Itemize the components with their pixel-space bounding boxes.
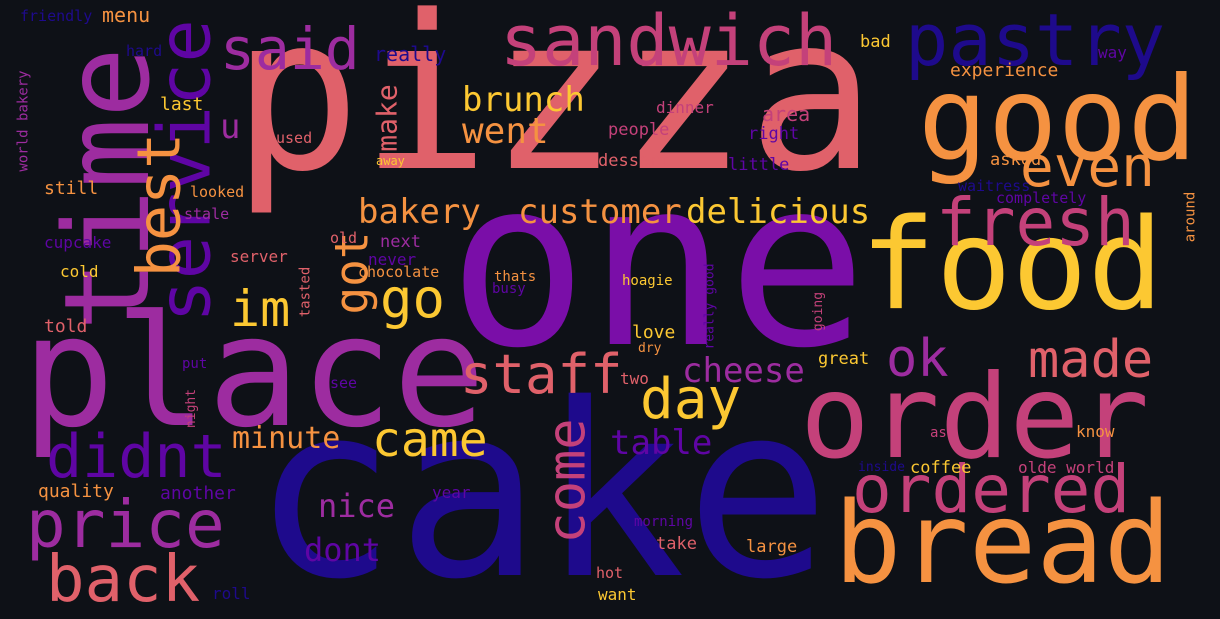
word-another: another	[160, 483, 236, 504]
word-stale: stale	[184, 205, 230, 223]
word-customer: customer	[518, 192, 682, 232]
word-completely: completely	[996, 189, 1087, 207]
word-menu: menu	[102, 3, 151, 27]
word-bakery: bakery	[358, 192, 481, 232]
word-take: take	[656, 534, 697, 554]
word-delicious: delicious	[686, 192, 871, 232]
word-ask: ask	[930, 425, 956, 441]
word-im: im	[230, 280, 291, 338]
word-bread: bread	[834, 479, 1172, 609]
word-dry: dry	[638, 341, 662, 356]
word-nice: nice	[318, 487, 396, 525]
word-around: around	[1182, 191, 1199, 243]
word-hot: hot	[596, 564, 624, 582]
word-dessert: dessert	[598, 151, 670, 171]
word-morning: morning	[634, 514, 694, 530]
word-didnt: didnt	[46, 422, 227, 492]
word-table: table	[610, 423, 713, 463]
word-go: go	[380, 267, 446, 330]
word-pizza: pizza	[232, 0, 877, 219]
word-world-bakery: world bakery	[15, 70, 32, 172]
word-come: come	[537, 418, 598, 544]
word-back: back	[46, 543, 201, 617]
word-sandwich: sandwich	[500, 0, 838, 82]
word-still: still	[44, 178, 99, 199]
word-said: said	[220, 15, 360, 83]
word-dont: dont	[304, 531, 382, 569]
word-even: even	[1020, 135, 1155, 200]
word-busy: busy	[492, 281, 526, 297]
word-hoagie: hoagie	[622, 273, 673, 289]
word-fresh: fresh	[936, 184, 1135, 261]
word-minute: minute	[232, 421, 341, 456]
word-quality: quality	[38, 481, 114, 502]
word-server: server	[230, 247, 288, 266]
word-want: want	[598, 585, 637, 604]
word-two: two	[620, 369, 649, 388]
word-really: really	[374, 42, 447, 66]
word-made: made	[1028, 330, 1154, 390]
word-waitress: waitress	[958, 177, 1031, 195]
word-see: see	[330, 374, 358, 392]
word-best: best	[124, 132, 195, 278]
word-looked: looked	[190, 183, 245, 201]
word-people: people	[608, 120, 670, 140]
word-price: price	[26, 486, 225, 563]
word-used: used	[276, 129, 313, 147]
word-love: love	[632, 322, 676, 343]
word-dinner: dinner	[656, 98, 714, 117]
word-cake: cake	[252, 352, 830, 619]
word-tasted: tasted	[297, 266, 314, 318]
word-order: order	[800, 350, 1150, 485]
word-inside: inside	[858, 460, 905, 475]
word-food: food	[860, 191, 1164, 338]
word-know: know	[1076, 422, 1115, 441]
word-day: day	[640, 367, 742, 432]
word-bad: bad	[860, 32, 891, 52]
word-last: last	[160, 94, 204, 115]
word-little: little	[728, 155, 790, 175]
word-next: next	[380, 232, 421, 252]
word-chocolate: chocolate	[358, 263, 440, 281]
word-thats: thats	[494, 269, 537, 285]
word-right: right	[748, 124, 800, 144]
word-make: make	[370, 84, 404, 152]
word-came: came	[372, 412, 488, 468]
word-pastry: pastry	[905, 0, 1166, 82]
word-good: good	[918, 52, 1198, 187]
word-area: area	[762, 102, 811, 126]
word-u: u	[220, 107, 241, 147]
word-brunch: brunch	[462, 80, 585, 120]
word-ok: ok	[886, 329, 949, 389]
word-went: went	[462, 111, 549, 152]
word-really-good: really good	[702, 263, 718, 350]
word-told: told	[44, 316, 88, 337]
word-hard: hard	[126, 42, 163, 60]
word-night: night	[184, 388, 200, 429]
word-asked: asked	[990, 150, 1042, 170]
word-olde-world: olde world	[1018, 458, 1115, 477]
word-staff: staff	[460, 343, 623, 406]
word-old: old	[330, 229, 358, 247]
word-cupcake: cupcake	[44, 233, 112, 252]
word-ordered: ordered	[852, 451, 1131, 528]
word-one: one	[448, 129, 868, 399]
word-cold: cold	[60, 262, 99, 281]
word-coffee: coffee	[910, 458, 972, 478]
word-year: year	[432, 483, 471, 502]
word-friendly: friendly	[20, 7, 93, 25]
word-great: great	[818, 349, 870, 369]
word-away: away	[376, 154, 405, 168]
word-large: large	[746, 537, 798, 557]
word-way: way	[1098, 43, 1127, 62]
word-never: never	[368, 250, 417, 269]
word-experience: experience	[950, 60, 1059, 81]
word-cheese: cheese	[682, 351, 805, 391]
word-place: place	[22, 283, 486, 462]
word-put: put	[182, 356, 208, 372]
word-going: going	[811, 291, 827, 332]
word-roll: roll	[212, 584, 251, 603]
